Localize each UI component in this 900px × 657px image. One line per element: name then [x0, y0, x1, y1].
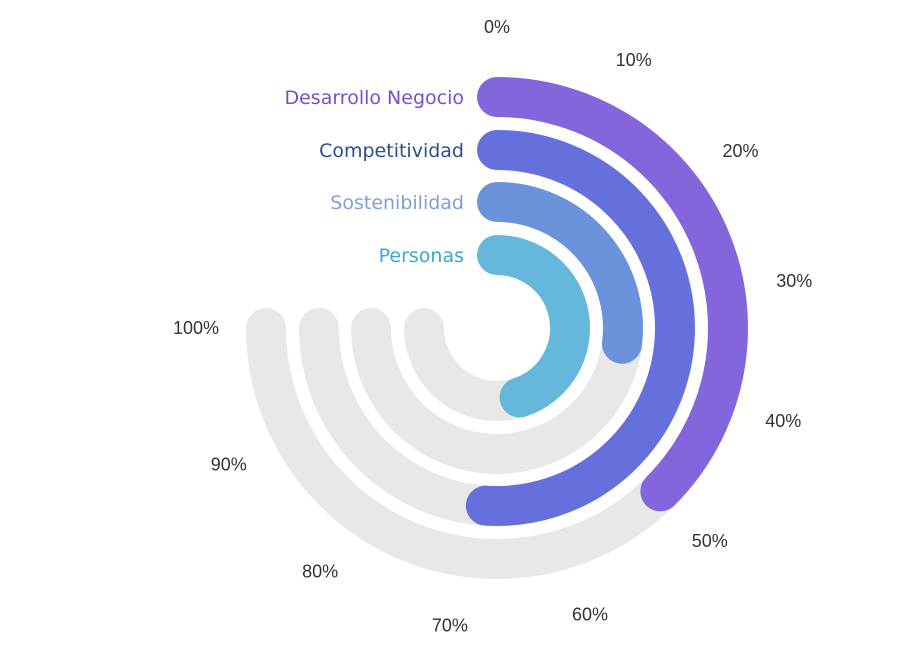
- series-label-personas: Personas: [379, 245, 464, 267]
- tick-label: 40%: [765, 411, 801, 431]
- tick-label: 100%: [173, 318, 219, 338]
- bar-personas: [477, 235, 590, 418]
- bar-desarrollo-negocio: [477, 77, 748, 512]
- tick-label: 90%: [211, 455, 247, 475]
- tick-label: 0%: [484, 17, 510, 37]
- tick-label: 30%: [776, 271, 812, 291]
- series-label-competitividad: Competitividad: [319, 140, 464, 162]
- tick-label: 70%: [432, 615, 468, 635]
- tick-label: 10%: [616, 50, 652, 70]
- bar-competitividad: [465, 130, 695, 526]
- series-label-desarrollo-negocio: Desarrollo Negocio: [284, 87, 464, 109]
- series-label-sostenibilidad: Sostenibilidad: [330, 192, 464, 214]
- tick-label: 20%: [722, 141, 758, 161]
- tick-label: 80%: [302, 562, 338, 582]
- bar-sostenibilidad: [477, 182, 643, 364]
- tick-label: 60%: [572, 604, 608, 624]
- tick-label: 50%: [692, 531, 728, 551]
